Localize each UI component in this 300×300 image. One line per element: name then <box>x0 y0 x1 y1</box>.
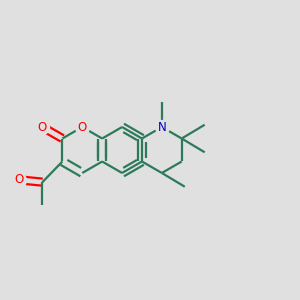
Text: O: O <box>15 173 24 186</box>
Text: O: O <box>38 121 47 134</box>
Text: O: O <box>78 121 87 134</box>
Text: N: N <box>158 121 166 134</box>
